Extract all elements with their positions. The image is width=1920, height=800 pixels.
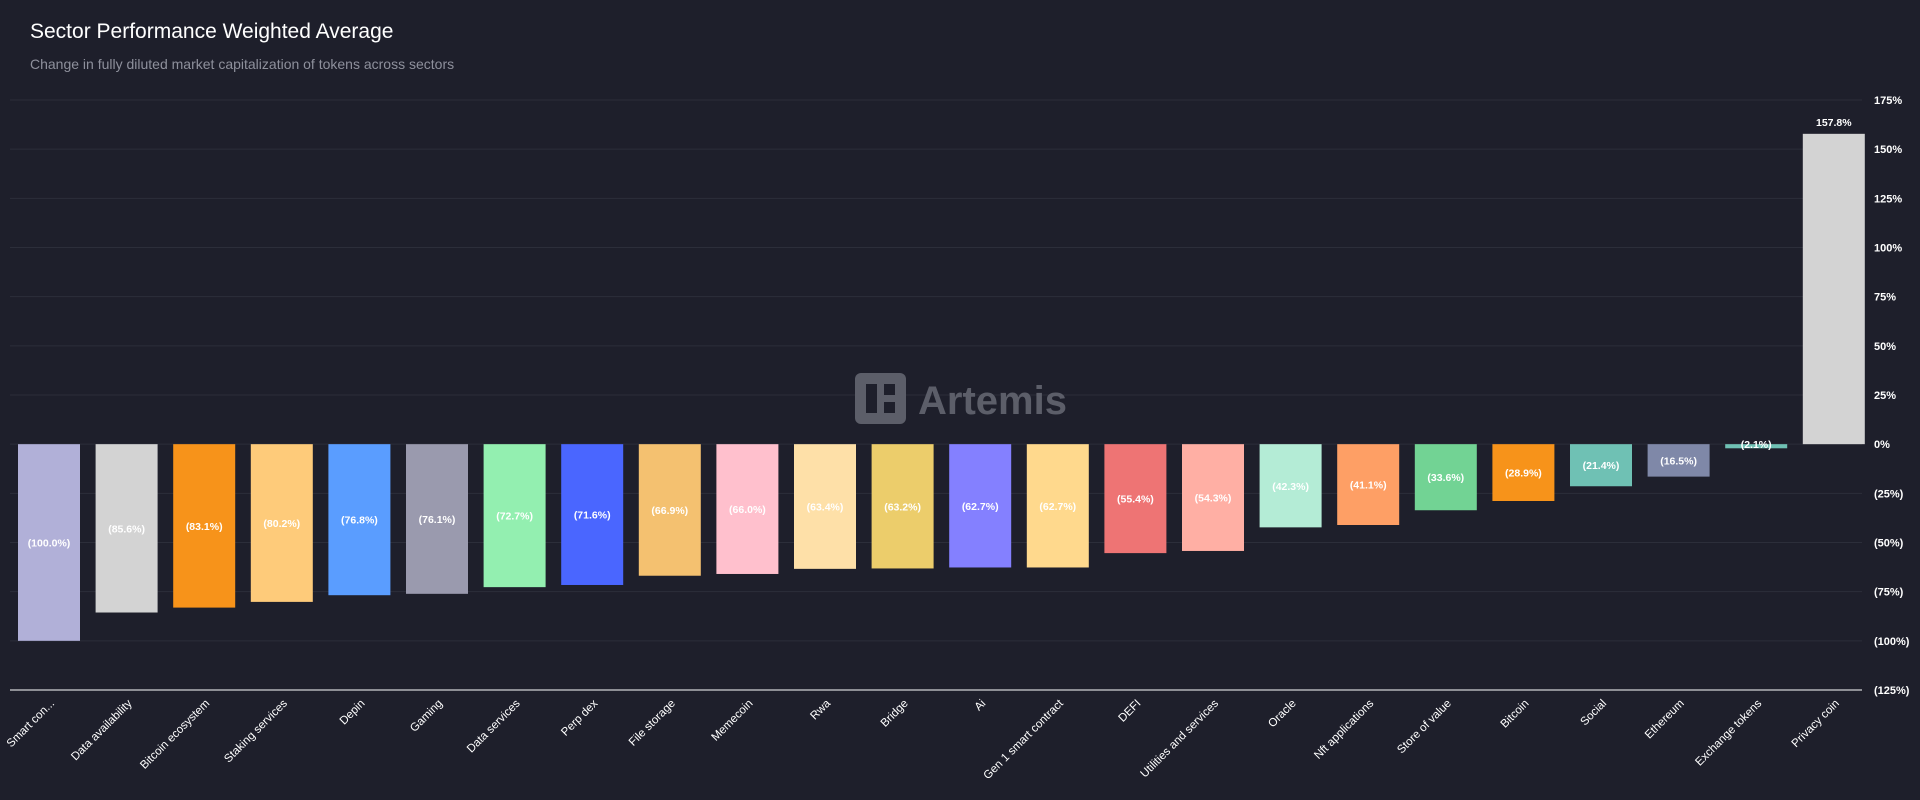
bar — [1647, 444, 1710, 477]
y-tick-label: 100% — [1874, 243, 1902, 255]
x-category-label: Store of value — [1395, 698, 1454, 757]
y-tick-label: (50%) — [1874, 538, 1904, 550]
x-category-label: Gen 1 smart contract — [982, 697, 1067, 782]
x-category-label: Bitcoin ecosystem — [138, 698, 212, 772]
x-category-label: DEFI — [1117, 698, 1144, 725]
bar — [1026, 444, 1089, 568]
bar — [95, 444, 158, 613]
bar — [483, 444, 546, 588]
data-label: (16.5%) — [1660, 455, 1697, 467]
bar — [638, 444, 701, 576]
x-category-label: Social — [1578, 698, 1609, 729]
data-label: (83.1%) — [186, 521, 223, 533]
x-category-label: Oracle — [1266, 698, 1298, 730]
bar — [1259, 444, 1322, 528]
x-category-label: Bitcoin — [1499, 698, 1532, 731]
data-label: (63.4%) — [807, 502, 844, 514]
bar — [1570, 444, 1632, 487]
x-category-label: Exchange tokens — [1693, 697, 1764, 768]
y-axis-ticks: 175% 150% 125% 100% 75% 50% 25% 0% (25%) (50%) (75… — [1874, 95, 1910, 697]
data-label: (55.4%) — [1117, 494, 1154, 506]
bar — [871, 444, 934, 569]
bar — [173, 444, 236, 608]
data-label: (33.6%) — [1427, 472, 1464, 484]
chart-subtitle: Change in fully diluted market capitaliz… — [30, 56, 455, 72]
data-label: (85.6%) — [108, 523, 145, 535]
artemis-watermark: Artemis — [855, 373, 1067, 424]
data-label: (76.1%) — [419, 514, 456, 526]
bar — [1725, 444, 1788, 449]
bars: (100.0%) (85.6%) (83.1%) (80.2%) (76.8%) (76.… — [18, 117, 1865, 641]
y-tick-label: (100%) — [1874, 636, 1910, 648]
x-category-label: Bridge — [879, 698, 911, 730]
data-label: (42.3%) — [1272, 481, 1309, 493]
y-tick-label: 75% — [1874, 292, 1896, 304]
y-tick-label: (25%) — [1874, 488, 1904, 500]
x-category-label: Staking services — [222, 697, 290, 765]
x-category-label: File storage — [627, 698, 678, 749]
data-label: (2.1%) — [1741, 439, 1772, 451]
bar — [949, 444, 1012, 568]
chart-title: Sector Performance Weighted Average — [30, 20, 394, 43]
artemis-logo-icon — [855, 373, 906, 424]
data-label: (72.7%) — [496, 511, 533, 523]
x-category-label: Privacy coin — [1790, 698, 1842, 750]
bar — [794, 444, 856, 569]
bar — [1182, 444, 1244, 551]
x-category-label: Data availability — [69, 697, 135, 763]
x-category-label: Utilities and services — [1139, 697, 1222, 780]
bar — [1104, 444, 1167, 554]
data-label: (62.7%) — [962, 501, 999, 513]
bar — [328, 444, 391, 596]
data-label: (62.7%) — [1039, 501, 1076, 513]
data-label: (66.0%) — [729, 504, 766, 516]
x-category-label: Gaming — [408, 698, 445, 735]
y-tick-label: 175% — [1874, 95, 1902, 107]
x-axis-labels: Smart con... Data availability Bitcoin eco… — [5, 697, 1842, 782]
data-label: (80.2%) — [263, 518, 300, 530]
bar — [1414, 444, 1477, 511]
bar — [716, 444, 779, 574]
y-tick-label: 150% — [1874, 144, 1902, 156]
bar — [18, 444, 80, 641]
x-category-label: Ai — [973, 698, 989, 714]
bar — [1802, 133, 1865, 445]
data-label: (54.3%) — [1195, 493, 1232, 505]
y-tick-label: (125%) — [1874, 685, 1910, 697]
y-tick-label: 125% — [1874, 193, 1902, 205]
data-label: (76.8%) — [341, 515, 378, 527]
x-category-label: Smart con... — [5, 698, 57, 750]
x-category-label: Perp dex — [559, 697, 600, 738]
data-label: (66.9%) — [651, 505, 688, 517]
x-category-label: Nft applications — [1312, 697, 1376, 761]
y-tick-label: 50% — [1874, 341, 1896, 353]
x-category-label: Data services — [465, 697, 523, 755]
data-label: (41.1%) — [1350, 480, 1387, 492]
bar — [406, 444, 468, 594]
data-label: (63.2%) — [884, 501, 921, 513]
data-label: (21.4%) — [1583, 460, 1620, 472]
x-category-label: Ethereum — [1643, 698, 1687, 742]
bar — [250, 444, 313, 602]
bar — [1492, 444, 1555, 502]
y-tick-label: 25% — [1874, 390, 1896, 402]
data-label: (71.6%) — [574, 510, 611, 522]
y-tick-label: (75%) — [1874, 587, 1904, 599]
data-label: (100.0%) — [28, 538, 71, 550]
data-label: 157.8% — [1816, 117, 1852, 129]
x-category-label: Rwa — [808, 697, 833, 722]
bar — [561, 444, 624, 585]
watermark-text: Artemis — [918, 379, 1067, 423]
x-category-label: Memecoin — [710, 698, 756, 744]
data-label: (28.9%) — [1505, 468, 1542, 480]
x-category-label: Depin — [338, 698, 368, 728]
bar — [1337, 444, 1400, 525]
y-tick-label: 0% — [1874, 439, 1890, 451]
